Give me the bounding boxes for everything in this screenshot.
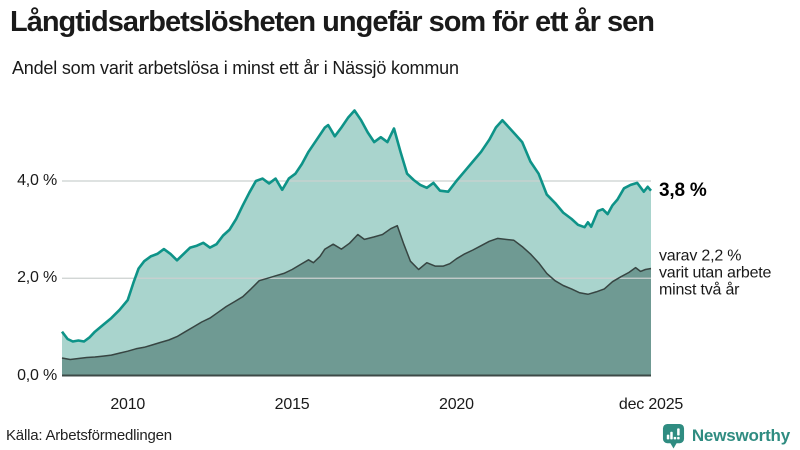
series2-end-label-line: varit utan arbete (659, 264, 772, 282)
series1-end-label: 3,8 % (659, 179, 707, 201)
y-tick-label: 0,0 % (17, 366, 57, 384)
chart-subtitle: Andel som varit arbetslösa i minst ett å… (12, 58, 459, 78)
y-tick-label: 2,0 % (17, 269, 57, 287)
series2-end-label-line: minst två år (659, 281, 740, 299)
x-tick-label: 2010 (110, 396, 146, 413)
y-tick-label: 4,0 % (17, 172, 57, 189)
series1-line (60, 109, 652, 343)
x-tick-label: dec 2025 (618, 396, 684, 413)
series2-end-label-line: varav 2,2 % (659, 247, 742, 265)
newsworthy-icon (662, 424, 684, 449)
x-tick-label: 2020 (439, 396, 474, 413)
series2-end-label: varav 2,2 % varit utan arbete minst två år (659, 247, 771, 298)
series2-area (62, 225, 651, 376)
x-tick-label: 2015 (274, 396, 310, 413)
newsworthy-logo[interactable]: Newsworthy (662, 423, 790, 449)
page-title: Långtidsarbetslösheten ungefär som för e… (10, 6, 655, 38)
source-credit: Källa: Arbetsförmedlingen (6, 427, 172, 444)
series2-line (61, 224, 652, 361)
newsworthy-wordmark: Newsworthy (691, 426, 790, 445)
